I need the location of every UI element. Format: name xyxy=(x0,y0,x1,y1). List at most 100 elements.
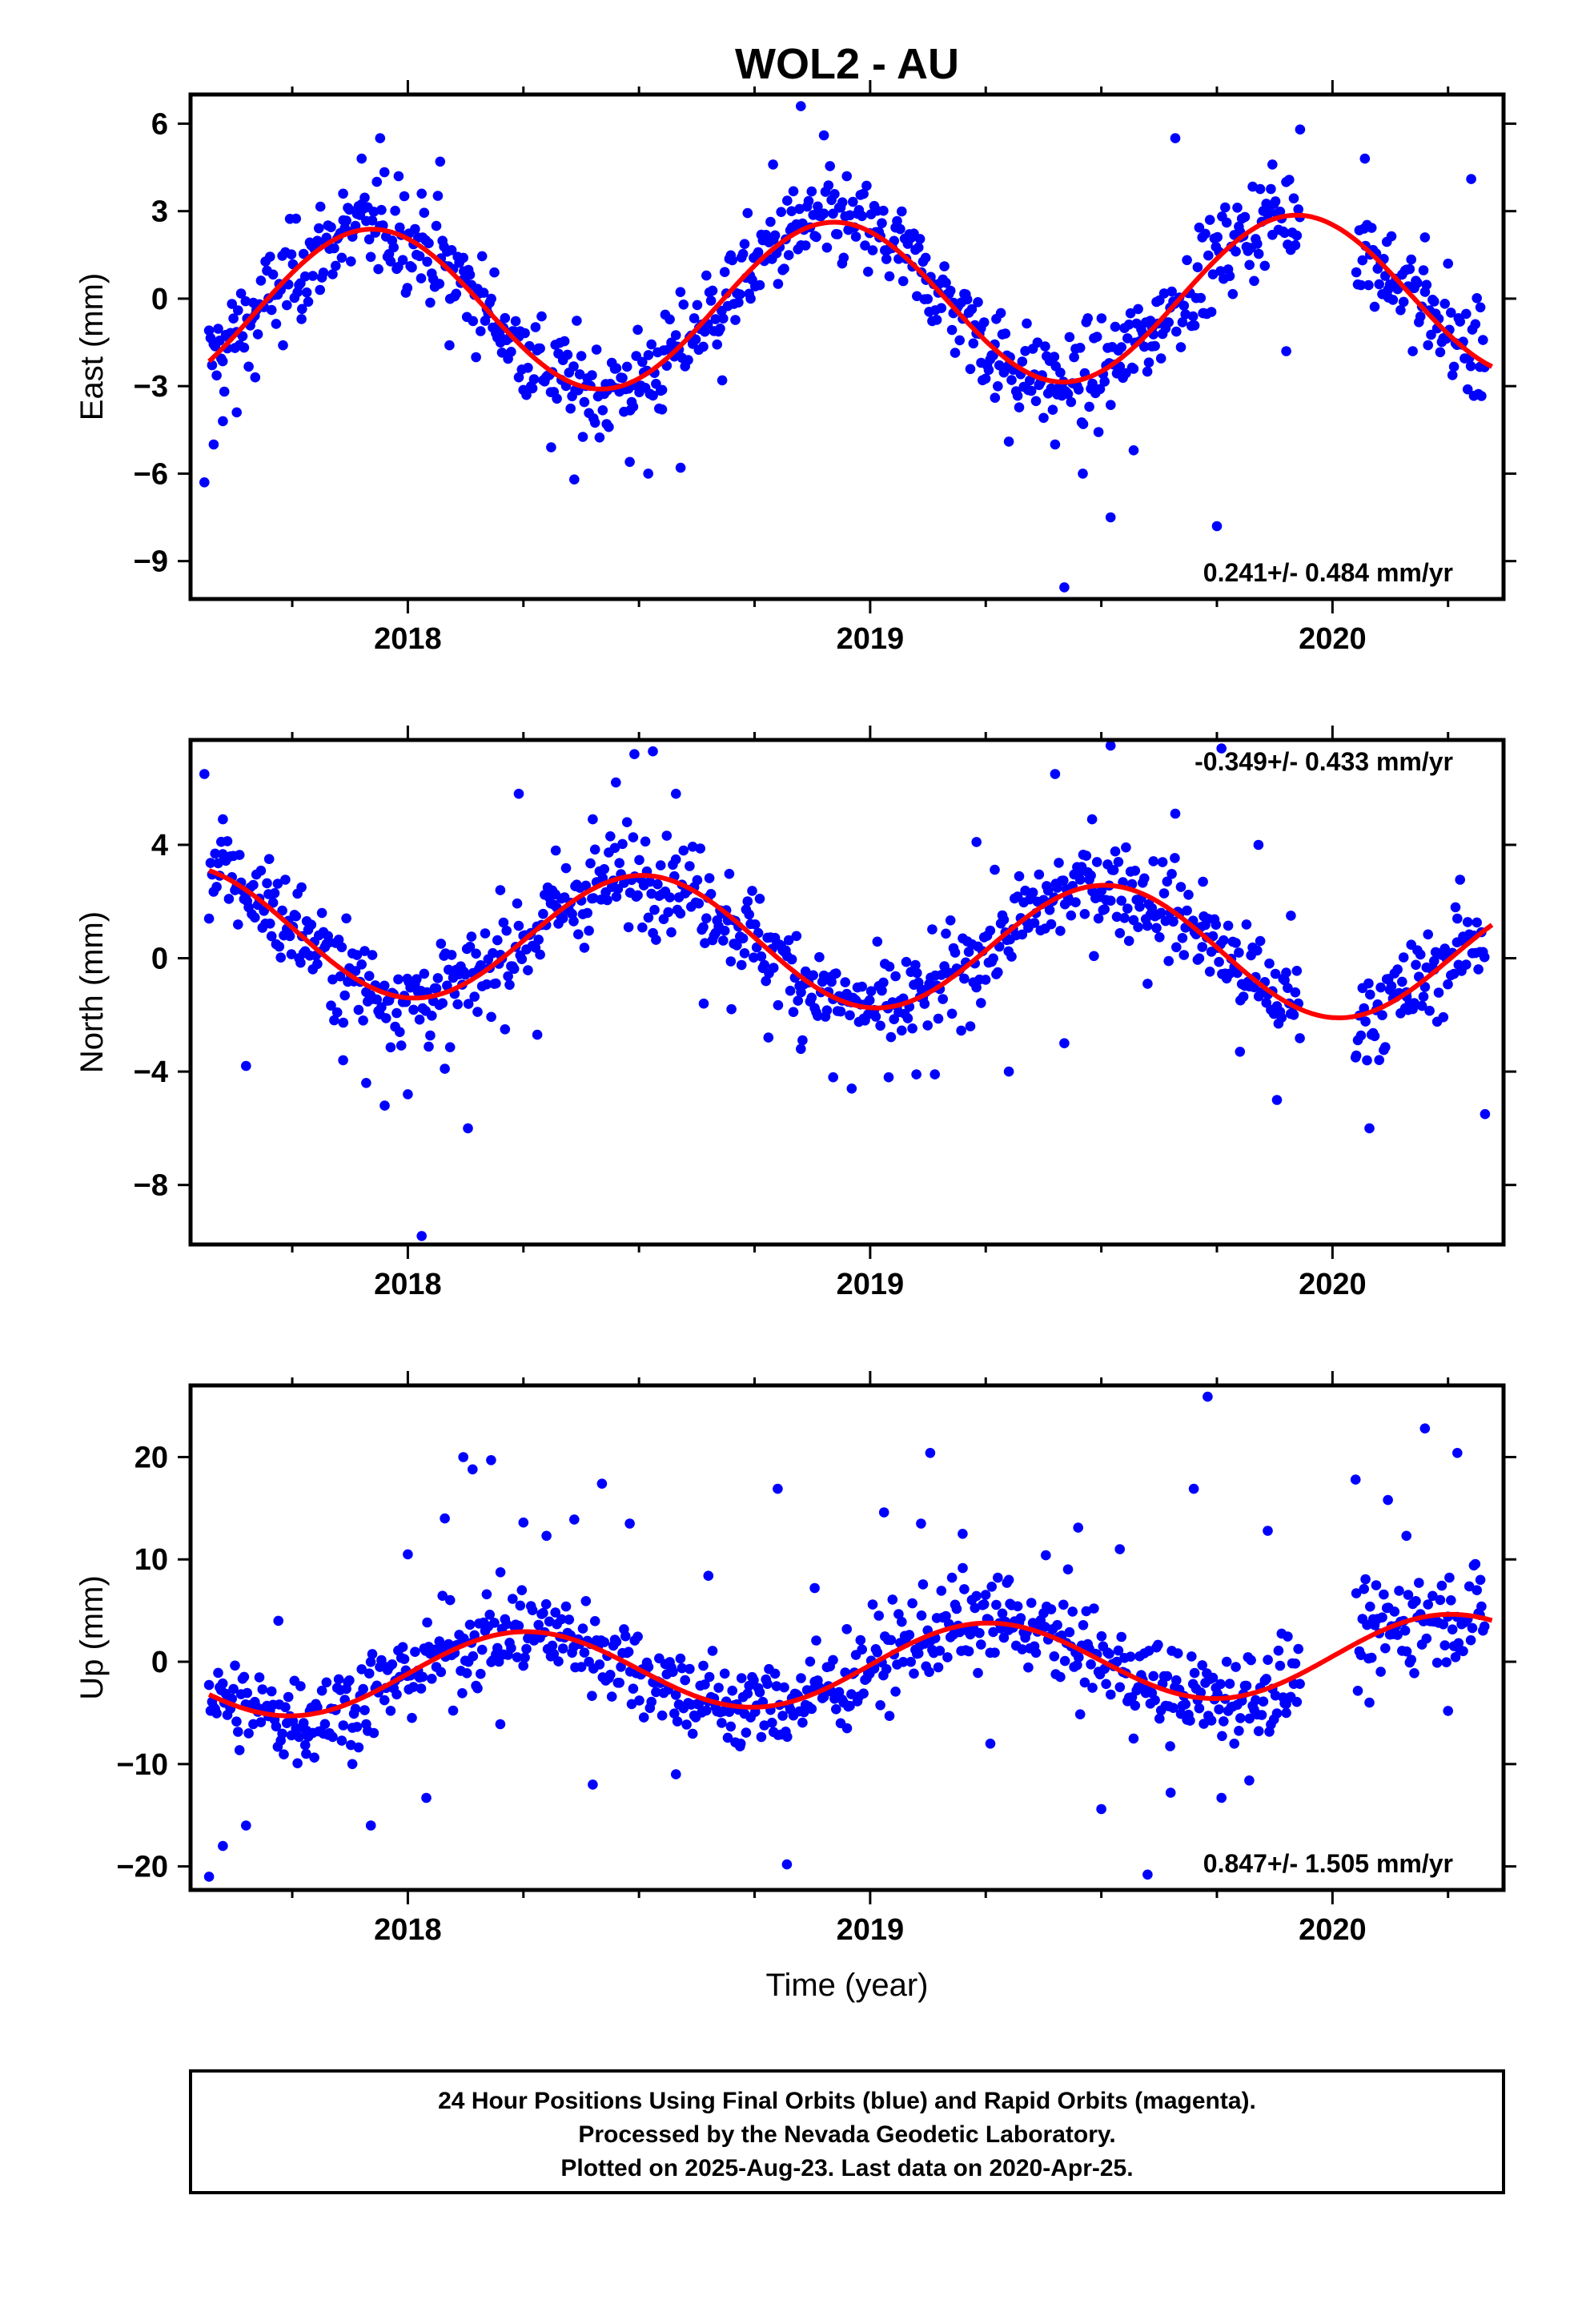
north-point xyxy=(747,886,757,896)
north-point xyxy=(550,845,561,856)
east-point xyxy=(621,361,632,372)
east-point xyxy=(823,180,834,191)
north-point xyxy=(1198,876,1208,887)
north-point xyxy=(403,1089,413,1100)
up-point xyxy=(544,1616,555,1627)
up-point xyxy=(1142,1869,1153,1880)
up-point xyxy=(638,1712,649,1723)
east-x-tick-label: 2020 xyxy=(1299,622,1367,656)
up-point xyxy=(1215,1679,1226,1690)
up-point xyxy=(472,1683,483,1694)
up-point xyxy=(1012,1601,1023,1612)
east-point xyxy=(1040,341,1050,352)
up-point xyxy=(681,1719,692,1730)
east-point xyxy=(395,222,405,233)
north-point xyxy=(687,842,698,852)
up-point xyxy=(1355,1650,1367,1660)
north-point xyxy=(640,836,651,847)
up-point xyxy=(1148,1671,1158,1682)
up-point xyxy=(623,1647,634,1657)
north-point xyxy=(1182,905,1192,916)
up-point xyxy=(858,1688,869,1699)
north-point xyxy=(579,943,590,953)
east-point xyxy=(1475,302,1486,313)
east-point xyxy=(591,344,602,355)
up-point xyxy=(970,1602,980,1614)
up-point xyxy=(1383,1494,1393,1506)
up-point xyxy=(873,1610,884,1621)
east-point xyxy=(692,300,703,311)
up-point xyxy=(1436,1580,1447,1591)
up-fit-curve xyxy=(207,1611,1493,1719)
east-point xyxy=(1158,288,1170,299)
east-point xyxy=(995,308,1006,319)
north-point xyxy=(698,922,709,932)
up-point xyxy=(1194,1703,1205,1714)
east-fit-curve xyxy=(207,212,1493,392)
north-point xyxy=(327,974,338,985)
up-point xyxy=(1133,1682,1143,1693)
up-point xyxy=(1128,1733,1139,1744)
up-point xyxy=(353,1742,364,1753)
up-point xyxy=(385,1706,396,1716)
north-point xyxy=(1171,942,1182,953)
north-point xyxy=(671,788,681,799)
up-point xyxy=(599,1637,609,1647)
up-point xyxy=(611,1636,622,1647)
north-point xyxy=(480,928,491,939)
up-x-tick-label: 2019 xyxy=(837,1913,905,1947)
north-point xyxy=(800,966,811,977)
north-point xyxy=(331,1007,343,1018)
east-point xyxy=(994,360,1005,371)
north-point xyxy=(414,1014,425,1025)
up-point xyxy=(1443,1706,1453,1716)
up-point xyxy=(1111,1656,1122,1667)
up-point xyxy=(993,1572,1003,1583)
east-point xyxy=(1366,223,1377,233)
east-point xyxy=(1266,183,1276,195)
north-point xyxy=(922,1020,933,1031)
north-point xyxy=(380,1013,391,1023)
up-point xyxy=(254,1672,265,1683)
north-point xyxy=(1086,870,1096,881)
north-point xyxy=(431,983,442,994)
east-point xyxy=(1066,396,1077,408)
up-point xyxy=(1168,1703,1178,1713)
north-point xyxy=(589,844,600,855)
up-point xyxy=(1180,1699,1191,1710)
up-point xyxy=(1364,1697,1375,1708)
east-point xyxy=(707,285,718,296)
east-point xyxy=(1110,321,1121,332)
up-point xyxy=(1165,1741,1175,1751)
north-point xyxy=(416,1231,427,1241)
north-point xyxy=(806,992,817,1003)
up-point xyxy=(344,1675,355,1686)
east-point xyxy=(552,393,562,404)
north-point xyxy=(1148,856,1158,866)
east-point xyxy=(737,248,749,259)
north-point xyxy=(846,1084,857,1094)
east-point xyxy=(710,314,721,324)
up-point xyxy=(1351,1588,1362,1598)
east-point xyxy=(500,312,511,324)
east-point xyxy=(1114,361,1126,372)
east-point xyxy=(829,189,840,199)
north-point xyxy=(513,920,524,931)
up-point xyxy=(203,1679,215,1691)
up-point xyxy=(217,1678,228,1689)
north-point xyxy=(649,904,660,915)
up-point xyxy=(1295,1679,1305,1689)
north-point xyxy=(280,875,291,885)
north-point xyxy=(1295,1033,1305,1043)
north-point xyxy=(1066,910,1077,921)
north-point xyxy=(272,879,283,889)
up-point xyxy=(1479,1621,1490,1632)
east-point xyxy=(954,335,965,346)
east-point xyxy=(296,314,307,324)
north-point xyxy=(1093,913,1104,924)
north-point xyxy=(1110,846,1121,857)
east-point xyxy=(1038,412,1049,424)
north-point xyxy=(1279,975,1290,986)
up-point xyxy=(547,1640,558,1651)
